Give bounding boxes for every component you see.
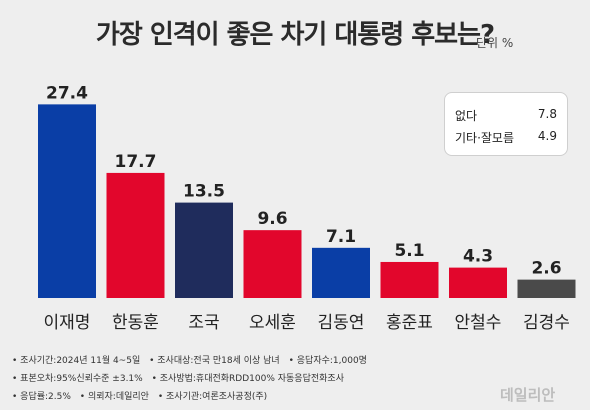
- chart-title: 가장 인격이 좋은 차기 대통령 후보는?: [95, 20, 495, 50]
- brand-logo: 데일리안: [500, 386, 556, 404]
- bar-value-label: 7.1: [326, 227, 356, 247]
- bar-value-label: 9.6: [257, 209, 287, 229]
- bar: [175, 202, 233, 298]
- survey-info-line-2: • 표본오차:95%신뢰수준 ±3.1% • 조사방법:휴대전화RDD100% …: [12, 370, 482, 388]
- legend-label-etc: 기타·잘모름: [455, 131, 515, 145]
- bar-value-label: 27.4: [46, 83, 88, 103]
- survey-agency: • 조사기관:여론조사공정(주): [157, 392, 268, 402]
- category-label: 김동연: [318, 313, 365, 333]
- bar: [38, 104, 96, 298]
- bar: [517, 279, 576, 298]
- bar-value-label: 17.7: [115, 152, 157, 172]
- legend-value-etc: 4.9: [537, 129, 557, 143]
- category-label: 안철수: [455, 313, 502, 333]
- survey-client: • 의뢰자:데일리안: [79, 392, 149, 402]
- survey-target: • 조사대상:전국 만18세 이상 남녀: [149, 356, 280, 366]
- bar: [243, 230, 302, 298]
- survey-respondents: • 응답자수:1,000명: [288, 356, 367, 366]
- bar-value-label: 5.1: [394, 241, 424, 261]
- survey-period: • 조사기간:2024년 11월 4~5일: [12, 356, 141, 366]
- other-responses-box: 없다 7.8 기타·잘모름 4.9: [444, 92, 568, 156]
- survey-info: • 조사기간:2024년 11월 4~5일 • 조사대상:전국 만18세 이상 …: [12, 352, 482, 406]
- category-label: 홍준표: [386, 313, 433, 333]
- bar: [312, 247, 370, 298]
- unit-label: 단위 %: [476, 36, 514, 50]
- bar: [106, 172, 165, 298]
- survey-info-line-3: • 응답률:2.5% • 의뢰자:데일리안 • 조사기관:여론조사공정(주): [12, 388, 482, 406]
- legend-row-etc: 기타·잘모름 4.9: [455, 129, 557, 147]
- category-label: 오세훈: [249, 313, 296, 333]
- bar-value-label: 2.6: [531, 259, 561, 279]
- legend-label-none: 없다: [455, 109, 478, 123]
- category-label: 김경수: [523, 313, 570, 333]
- bar-value-label: 4.3: [463, 247, 493, 267]
- survey-response-rate: • 응답률:2.5%: [12, 392, 71, 402]
- legend-value-none: 7.8: [537, 107, 557, 121]
- survey-method: • 조사방법:휴대전화RDD100% 자동응답전화조사: [151, 374, 344, 384]
- survey-info-line-1: • 조사기간:2024년 11월 4~5일 • 조사대상:전국 만18세 이상 …: [12, 352, 482, 370]
- legend-row-none: 없다 7.8: [455, 107, 557, 125]
- survey-error: • 표본오차:95%신뢰수준 ±3.1%: [12, 374, 143, 384]
- bar: [380, 261, 439, 298]
- category-label: 조국: [188, 313, 219, 333]
- bar: [449, 267, 507, 298]
- bar-value-label: 13.5: [183, 182, 225, 202]
- category-label: 이재명: [44, 313, 91, 333]
- bar-chart: 27.4 이재명 17.7 한동훈 13.5 조국 9.6 오세훈 7.1 김동연 5.1 홍준표 4.…: [38, 83, 576, 333]
- category-label: 한동훈: [112, 313, 159, 333]
